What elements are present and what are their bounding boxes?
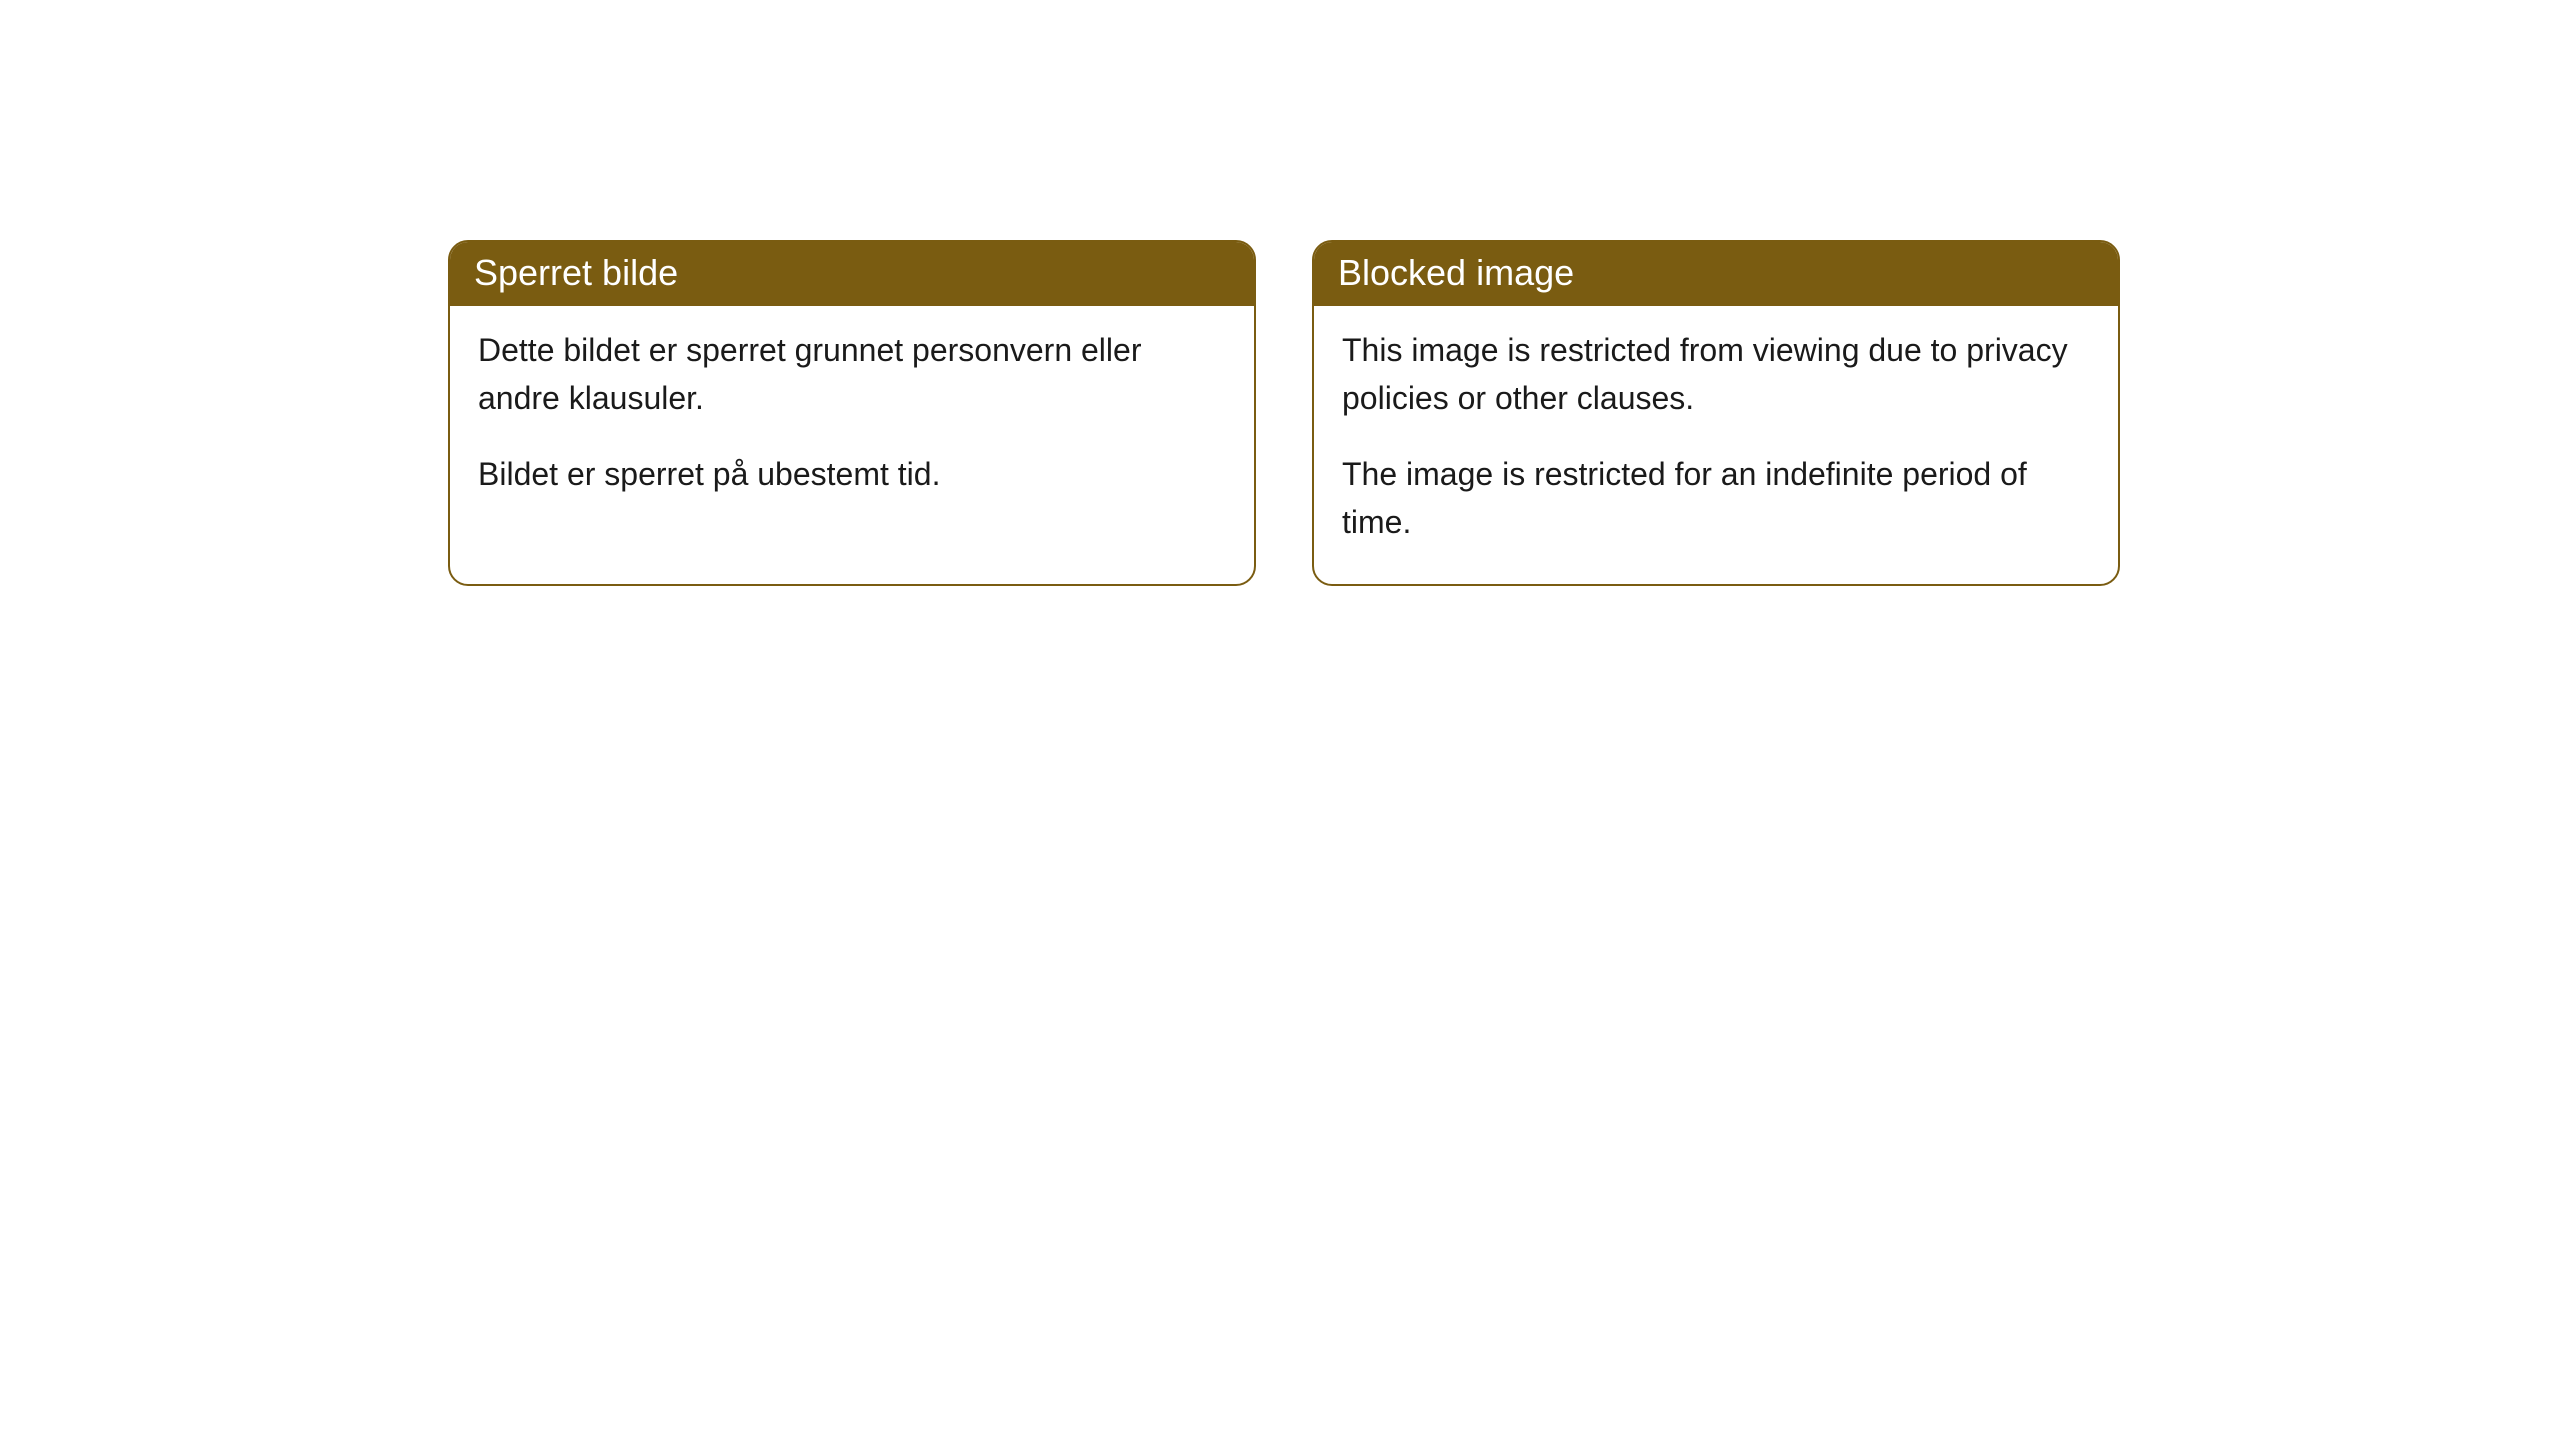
notice-container: Sperret bilde Dette bildet er sperret gr…	[0, 0, 2560, 586]
card-header: Blocked image	[1314, 242, 2118, 306]
card-paragraph: This image is restricted from viewing du…	[1342, 326, 2090, 422]
notice-card-norwegian: Sperret bilde Dette bildet er sperret gr…	[448, 240, 1256, 586]
card-body: Dette bildet er sperret grunnet personve…	[450, 306, 1254, 566]
card-paragraph: Bildet er sperret på ubestemt tid.	[478, 450, 1226, 498]
card-paragraph: Dette bildet er sperret grunnet personve…	[478, 326, 1226, 422]
card-header: Sperret bilde	[450, 242, 1254, 306]
notice-card-english: Blocked image This image is restricted f…	[1312, 240, 2120, 586]
card-body: This image is restricted from viewing du…	[1314, 306, 2118, 584]
card-paragraph: The image is restricted for an indefinit…	[1342, 450, 2090, 546]
